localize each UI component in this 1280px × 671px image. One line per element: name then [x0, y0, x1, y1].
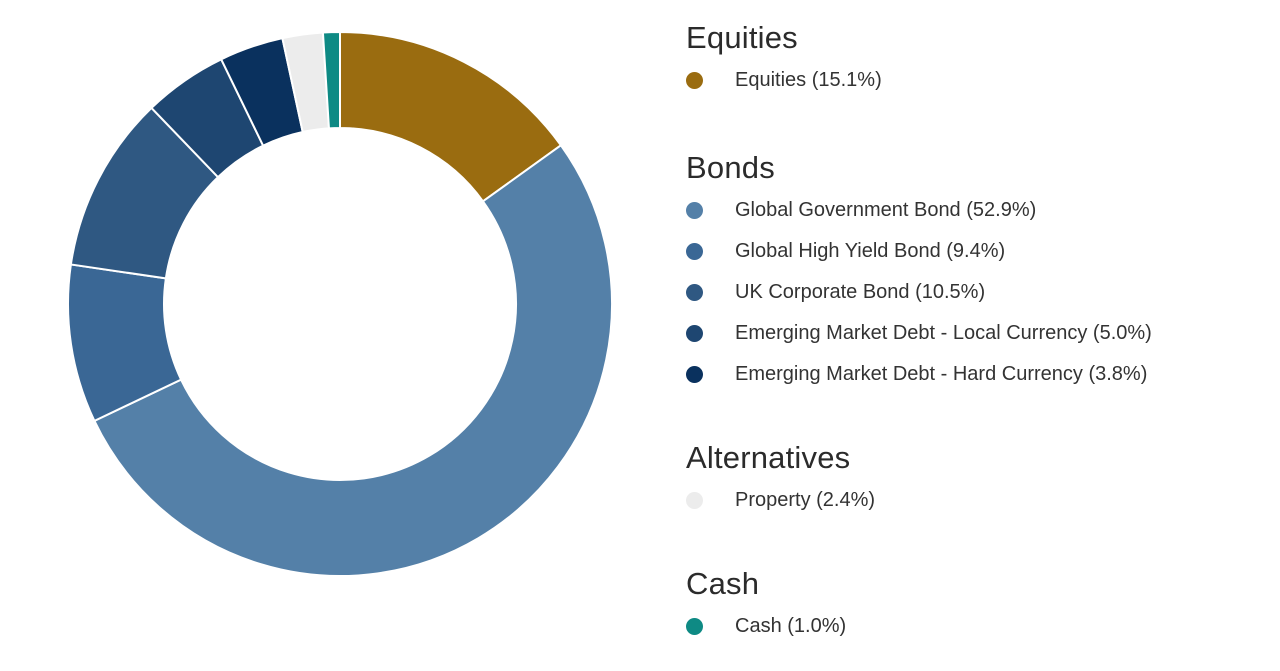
legend-item-label: Global High Yield Bond (9.4%): [735, 240, 1006, 262]
legend-items: Cash (1.0%): [686, 606, 1266, 647]
legend-item-label: UK Corporate Bond (10.5%): [735, 281, 986, 303]
legend-group-bonds: Bonds Global Government Bond (52.9%) Glo…: [686, 148, 1266, 395]
legend-item-label: Property (2.4%): [735, 489, 876, 511]
legend-swatch-icon: [686, 202, 703, 219]
legend-group-title: Bonds: [686, 150, 775, 185]
legend-swatch-icon: [686, 618, 703, 635]
legend-item: UK Corporate Bond (10.5%): [686, 272, 1266, 313]
legend-group-title: Alternatives: [686, 440, 851, 475]
legend-item-label: Emerging Market Debt - Hard Currency (3.…: [735, 363, 1148, 385]
legend-swatch-icon: [686, 72, 703, 89]
legend-group-alternatives: Alternatives Property (2.4%): [686, 438, 1266, 521]
legend-item-label: Emerging Market Debt - Local Currency (5…: [735, 322, 1152, 344]
legend-group-equities: Equities Equities (15.1%): [686, 18, 1266, 101]
legend-item: Emerging Market Debt - Hard Currency (3.…: [686, 354, 1266, 395]
legend-item-label: Cash (1.0%): [735, 615, 847, 637]
legend-item: Property (2.4%): [686, 480, 1266, 521]
donut-slices: [67, 30, 613, 577]
legend-item: Global Government Bond (52.9%): [686, 190, 1266, 231]
legend-item-label: Equities (15.1%): [735, 69, 882, 91]
donut-hole: [164, 128, 516, 480]
legend-swatch-icon: [686, 243, 703, 260]
legend-item-label: Global Government Bond (52.9%): [735, 199, 1037, 221]
legend-swatch-icon: [686, 284, 703, 301]
legend-item: Global High Yield Bond (9.4%): [686, 231, 1266, 272]
legend-items: Property (2.4%): [686, 480, 1266, 521]
legend-swatch-icon: [686, 492, 703, 509]
legend-items: Equities (15.1%): [686, 60, 1266, 101]
donut-chart: [67, 30, 613, 577]
legend-swatch-icon: [686, 366, 703, 383]
legend-group-title: Cash: [686, 566, 760, 601]
legend-item: Equities (15.1%): [686, 60, 1266, 101]
legend-group-title: Equities: [686, 20, 798, 55]
legend: Equities Equities (15.1%) Bonds Global G…: [686, 18, 1266, 647]
legend-group-cash: Cash Cash (1.0%): [686, 564, 1266, 647]
legend-items: Global Government Bond (52.9%) Global Hi…: [686, 190, 1266, 395]
legend-swatch-icon: [686, 325, 703, 342]
legend-item: Cash (1.0%): [686, 606, 1266, 647]
legend-item: Emerging Market Debt - Local Currency (5…: [686, 313, 1266, 354]
